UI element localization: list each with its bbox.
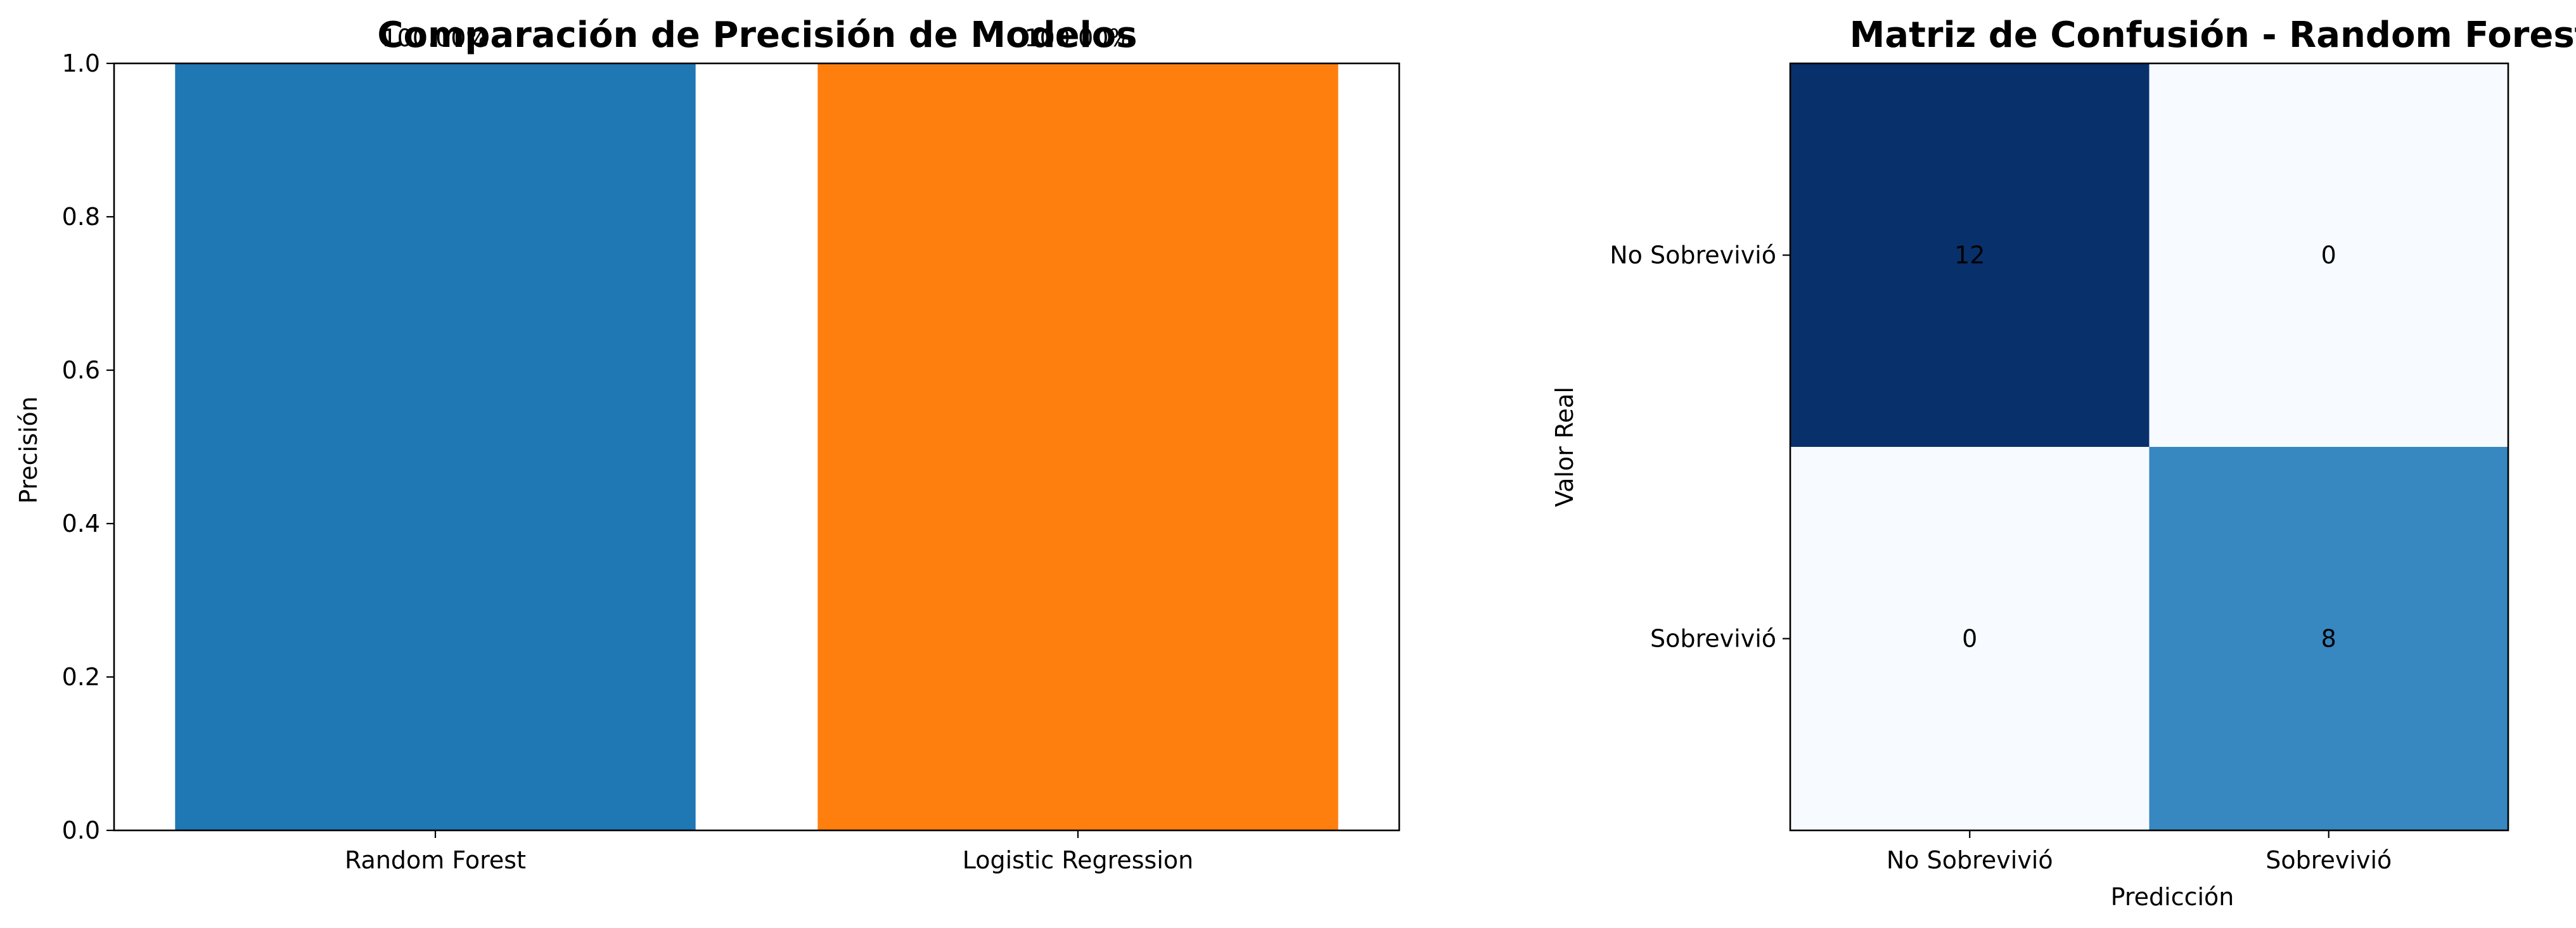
heatmap-cell-labels: 12 0 0 8 xyxy=(1954,242,2336,653)
bar-y-tick-label: 0.2 xyxy=(62,663,100,691)
heatmap-y-ticks: No Sobrevivió Sobrevivió xyxy=(1610,242,1790,653)
heatmap-cell-value: 0 xyxy=(1962,625,1977,653)
bar-random-forest xyxy=(175,63,696,830)
heatmap-cell xyxy=(1790,447,2150,830)
heatmap-title: Matriz de Confusión - Random Forest xyxy=(1850,15,2576,56)
bar-logistic-regression xyxy=(817,63,1338,830)
heatmap-plot-frame xyxy=(1789,62,2509,832)
heatmap-y-tick-label: Sobrevivió xyxy=(1650,625,1776,653)
bar-y-tick-label: 0.6 xyxy=(62,356,100,384)
heatmap-x-tick-label: Sobrevivió xyxy=(2265,846,2392,874)
bar-data-label: 100.00% xyxy=(381,24,489,52)
heatmap-x-ticks: No Sobrevivió Sobrevivió xyxy=(1887,830,2392,874)
bar-data-label: 100.00% xyxy=(1024,24,1131,52)
heatmap-cells xyxy=(1790,63,2508,830)
bar-y-tick-label: 0.0 xyxy=(62,816,100,844)
heatmap-cell-value: 0 xyxy=(2321,242,2336,269)
bar-chart-ylabel: Precisión xyxy=(15,396,42,504)
heatmap-xlabel: Predicción xyxy=(2111,883,2234,911)
bar-chart-title: Comparación de Precisión de Modelos xyxy=(377,15,1137,56)
bar-plot-frame xyxy=(113,62,1400,832)
bar-x-tick-label: Random Forest xyxy=(345,846,526,874)
bar-data-labels: 100.00% 100.00% xyxy=(381,24,1131,52)
bar-y-tick-label: 1.0 xyxy=(62,49,100,77)
heatmap-cell xyxy=(2149,63,2508,447)
heatmap-cell-value: 8 xyxy=(2321,625,2336,653)
heatmap-ylabel: Valor Real xyxy=(1551,387,1579,507)
confusion-matrix-chart: Matriz de Confusión - Random Forest Pred… xyxy=(1551,15,2576,911)
bar-y-ticks: 0.0 0.2 0.4 0.6 0.8 1.0 xyxy=(62,49,114,844)
bar-y-tick-label: 0.8 xyxy=(62,203,100,231)
bar-marks xyxy=(175,63,1338,830)
accuracy-bar-chart: Comparación de Precisión de Modelos Prec… xyxy=(15,15,1400,874)
bar-y-tick-label: 0.4 xyxy=(62,510,100,538)
heatmap-y-tick-label: No Sobrevivió xyxy=(1610,242,1776,269)
heatmap-cell xyxy=(1790,63,2150,447)
heatmap-cell xyxy=(2149,447,2508,830)
bar-x-tick-label: Logistic Regression xyxy=(963,846,1194,874)
heatmap-cell-value: 12 xyxy=(1954,242,1985,269)
heatmap-x-tick-label: No Sobrevivió xyxy=(1887,846,2053,874)
bar-x-ticks: Random Forest Logistic Regression xyxy=(345,830,1193,874)
